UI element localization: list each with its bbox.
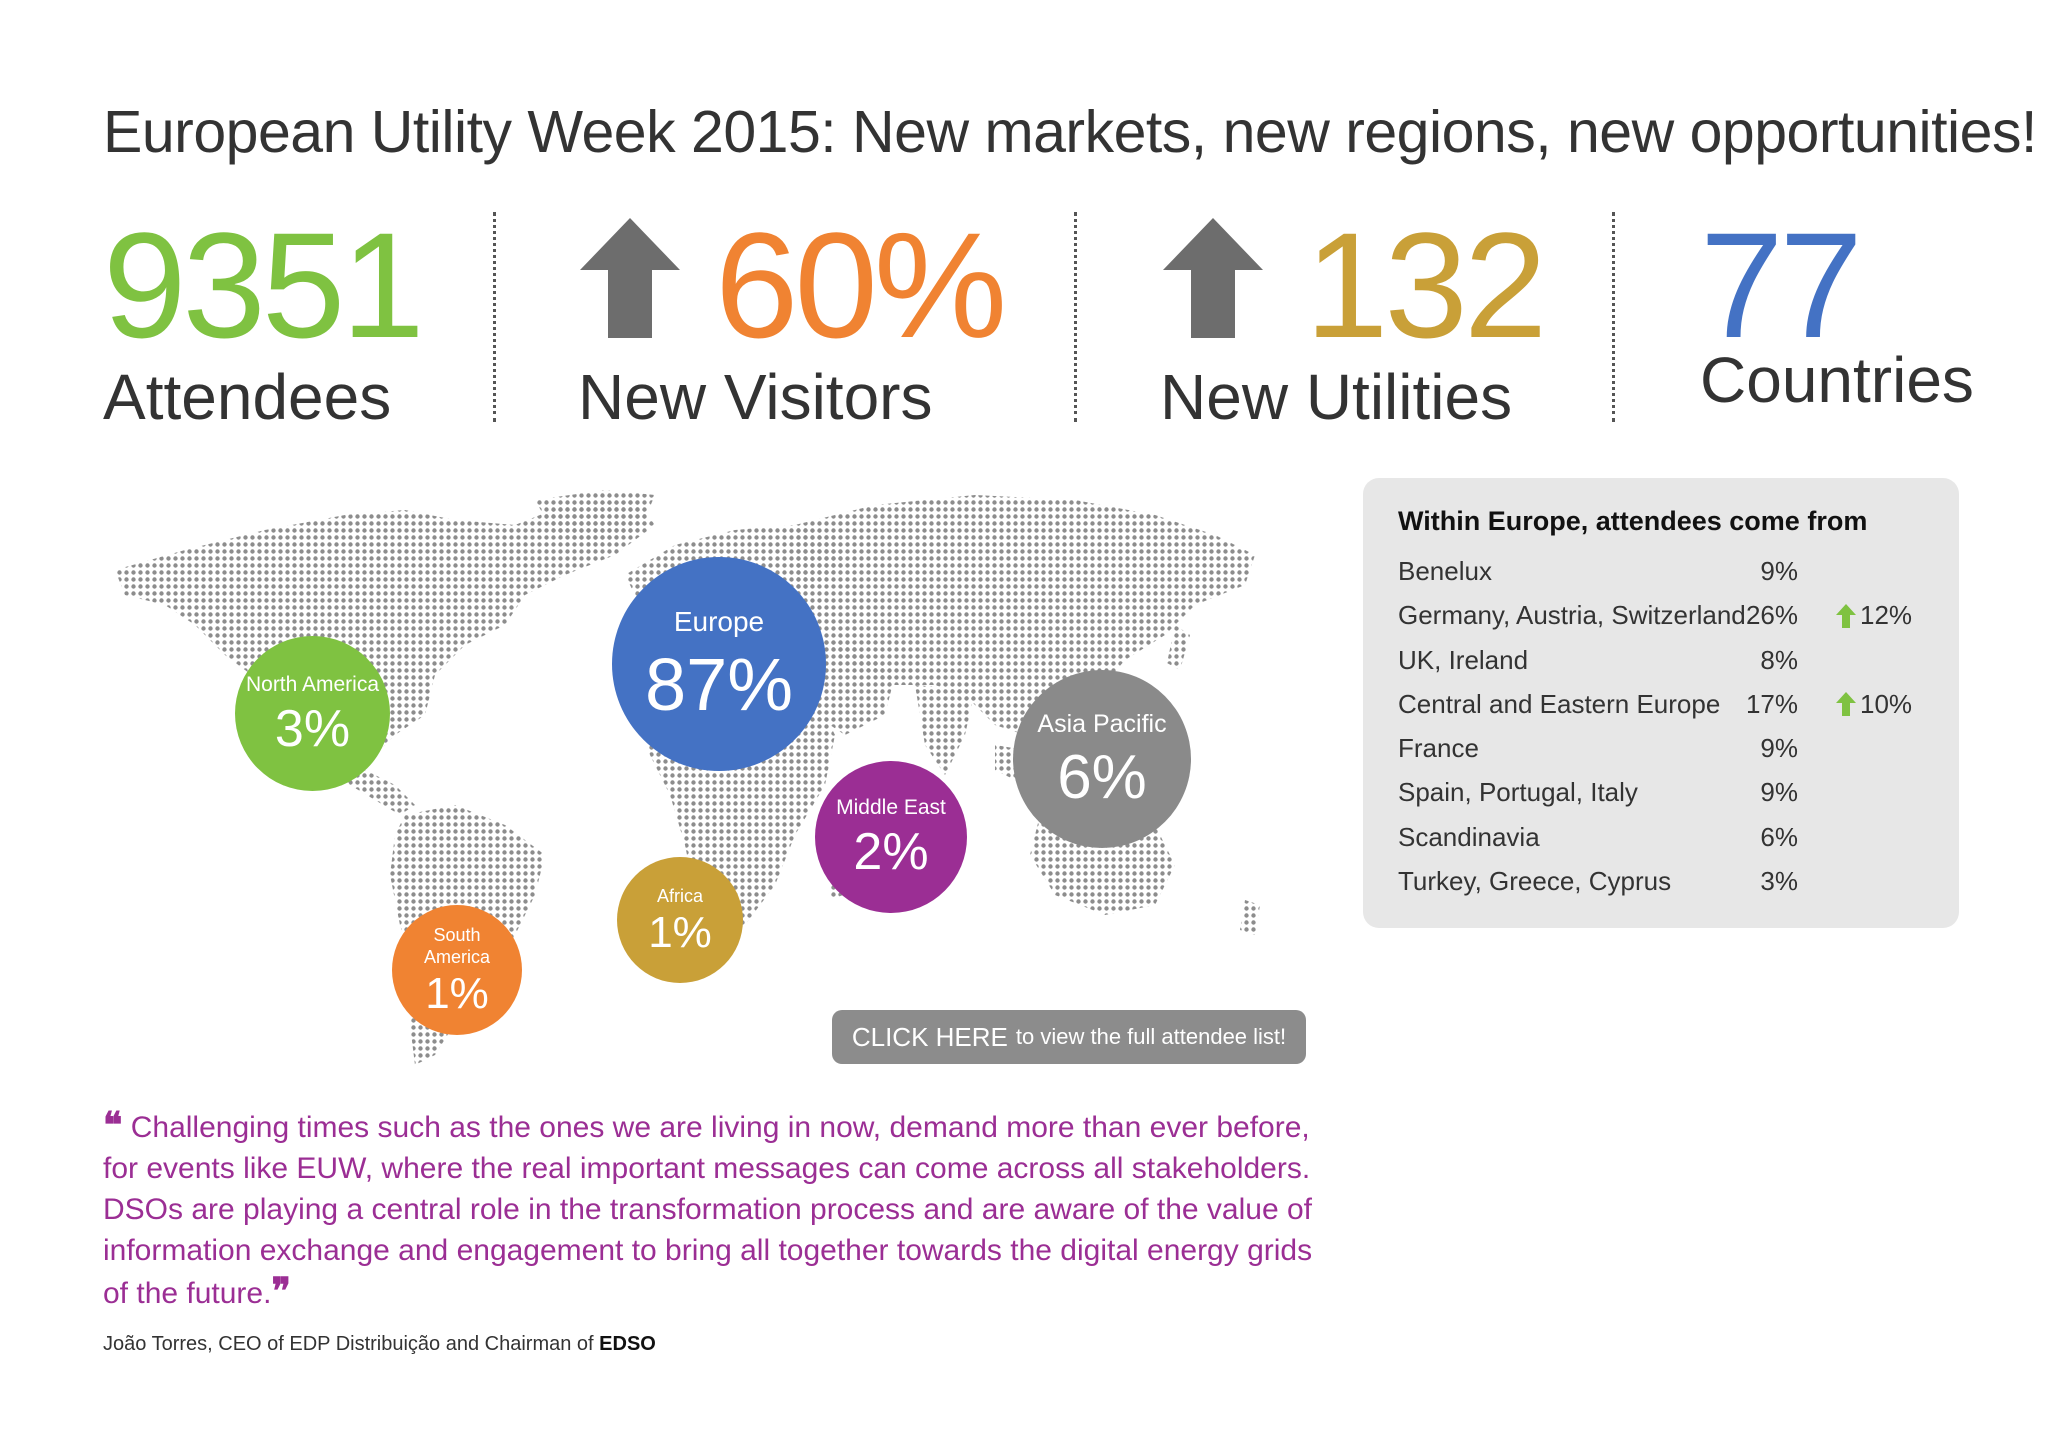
region-bubble-north-america: North America 3% [235, 636, 390, 791]
row-percent: 6% [1760, 821, 1798, 852]
region-bubble-south-america: South America 1% [392, 905, 522, 1035]
new-utilities-count: 132 [1305, 201, 1547, 369]
row-percent: 9% [1760, 777, 1798, 808]
row-region: Spain, Portugal, Italy [1398, 777, 1638, 808]
growth-arrow-icon [1836, 603, 1856, 628]
region-name: Asia Pacific [1037, 709, 1167, 738]
europe-row: Spain, Portugal, Italy 9% [1398, 777, 1938, 821]
quote-text: Challenging times such as the ones we ar… [103, 1111, 1313, 1310]
page-title: European Utility Week 2015: New markets,… [103, 99, 2037, 165]
new-visitors-label: New Visitors [578, 361, 933, 433]
row-region: Scandinavia [1398, 821, 1540, 852]
region-name: Middle East [836, 796, 946, 819]
row-region: Germany, Austria, Switzerland [1398, 600, 1746, 631]
row-percent: 8% [1760, 644, 1798, 675]
row-region: Benelux [1398, 556, 1492, 586]
attendees-count: 9351 [103, 201, 425, 369]
row-region: Turkey, Greece, Cyprus [1398, 866, 1672, 897]
view-attendee-list-button[interactable]: CLICK HERE to view the full attendee lis… [832, 1010, 1306, 1064]
stat-divider [1612, 212, 1615, 422]
close-quote-icon: ❞ [271, 1270, 291, 1312]
region-percent: 2% [853, 823, 929, 881]
region-name: Africa [656, 885, 703, 906]
row-percent: 17% [1745, 688, 1798, 719]
row-region: France [1398, 733, 1479, 764]
growth-arrow-icon [1836, 692, 1856, 717]
region-bubble-middle-east: Middle East 2% [815, 761, 967, 913]
region-bubble-europe: Europe 87% [612, 557, 826, 771]
attribution-org: EDSO [599, 1333, 656, 1355]
region-percent: 1% [425, 969, 489, 1018]
testimonial-quote: ❝ Challenging times such as the ones we … [103, 1105, 1333, 1314]
row-growth: 12% [1836, 600, 1912, 631]
region-percent: 6% [1057, 742, 1147, 812]
panel-title: Within Europe, attendees come from [1398, 506, 1868, 536]
growth-value: 12% [1860, 600, 1913, 631]
new-visitors-percent: 60% [715, 201, 1007, 369]
europe-breakdown-panel: Within Europe, attendees come from Benel… [1363, 478, 1959, 928]
row-percent: 9% [1760, 733, 1798, 764]
europe-row: Central and Eastern Europe 17% 10% [1398, 689, 1938, 733]
row-percent: 26% [1745, 600, 1798, 631]
growth-value: 10% [1860, 688, 1913, 719]
europe-row: Turkey, Greece, Cyprus 3% [1398, 866, 1938, 910]
countries-label: Countries [1700, 344, 1974, 416]
row-growth: 10% [1836, 689, 1912, 720]
europe-row: Scandinavia 6% [1398, 822, 1938, 866]
region-name: North America [245, 672, 380, 696]
cta-rest-text: to view the full attendee list! [1015, 1024, 1287, 1049]
row-region: UK, Ireland [1398, 644, 1529, 675]
quote-attribution: João Torres, CEO of EDP Distribuição and… [103, 1333, 656, 1356]
region-percent: 1% [648, 907, 712, 957]
europe-row: France 9% [1398, 733, 1938, 777]
arrow-up-icon [580, 218, 680, 338]
new-utilities-label: New Utilities [1160, 361, 1513, 433]
region-bubble-asia-pacific: Asia Pacific 6% [1013, 670, 1191, 848]
europe-breakdown-list: Benelux 9% Germany, Austria, Switzerland 26… [1398, 556, 1938, 910]
region-name: Europe [673, 606, 765, 637]
stat-divider [493, 212, 496, 422]
stat-divider [1074, 212, 1077, 422]
row-percent: 3% [1760, 866, 1798, 897]
region-name: South America [423, 925, 490, 967]
region-percent: 87% [644, 643, 794, 726]
cta-strong-text: CLICK HERE [851, 1021, 1008, 1052]
attendees-label: Attendees [103, 361, 392, 433]
open-quote-icon: ❝ [103, 1104, 123, 1146]
countries-count: 77 [1700, 201, 1863, 369]
arrow-up-icon [1163, 218, 1263, 338]
europe-row: UK, Ireland 8% [1398, 645, 1938, 689]
europe-row: Benelux 9% [1398, 556, 1938, 600]
europe-row: Germany, Austria, Switzerland 26% 12% [1398, 600, 1938, 644]
row-region: Central and Eastern Europe [1398, 688, 1721, 719]
attribution-text: João Torres, CEO of EDP Distribuição and… [103, 1333, 594, 1355]
region-bubble-africa: Africa 1% [617, 857, 743, 983]
row-percent: 9% [1760, 556, 1798, 586]
region-percent: 3% [274, 699, 351, 758]
